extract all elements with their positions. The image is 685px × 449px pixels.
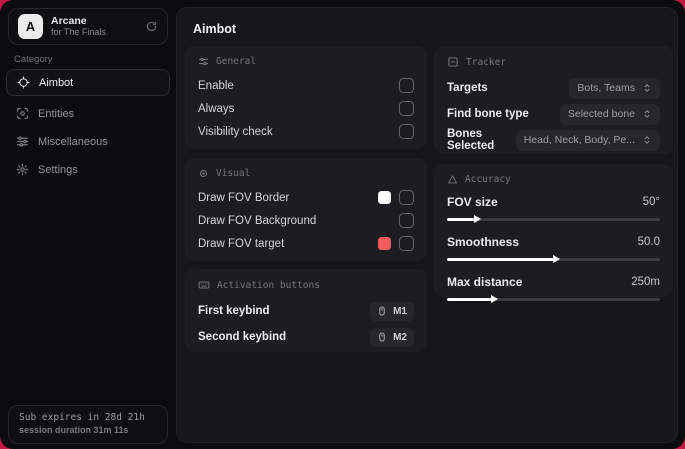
- slider-value: 50.0: [637, 235, 660, 248]
- mouse-icon: [377, 332, 387, 342]
- setting-label: Find bone type: [447, 108, 529, 120]
- chevrons-up-down-icon: [642, 109, 652, 119]
- first-keybind-button[interactable]: M1: [370, 301, 414, 321]
- setting-row-fov-border: Draw FOV Border: [198, 186, 414, 209]
- app-subtitle: for The Finals: [51, 27, 106, 38]
- setting-row-fov-target: Draw FOV target: [198, 232, 414, 255]
- tracker-card: Tracker Targets Bots, Teams Find bone ty…: [434, 46, 673, 154]
- page-title: Aimbot: [193, 22, 237, 36]
- enable-checkbox[interactable]: [399, 78, 414, 93]
- chevrons-up-down-icon: [642, 135, 652, 145]
- setting-label: Draw FOV Background: [198, 214, 317, 227]
- card-title: Tracker: [466, 56, 507, 68]
- keybind-value: M2: [393, 331, 407, 343]
- max-distance-slider[interactable]: [447, 295, 660, 303]
- tune-icon: [198, 56, 209, 67]
- category-label: Category: [14, 54, 53, 65]
- bones-selected-dropdown[interactable]: Head, Neck, Body, Pe...: [515, 129, 660, 151]
- general-card: General Enable Always Visibility check: [185, 46, 427, 149]
- setting-row-smoothness: Smoothness 50.0: [447, 232, 660, 263]
- setting-label: Enable: [198, 79, 234, 92]
- card-title: General: [216, 56, 257, 67]
- main-panel: Aimbot General Enable Always Visibili: [176, 7, 678, 443]
- targets-dropdown[interactable]: Bots, Teams: [569, 77, 660, 99]
- activation-card: Activation buttons First keybind M1 Seco…: [185, 269, 427, 352]
- smoothness-slider[interactable]: [447, 255, 660, 263]
- setting-label: Max distance: [447, 274, 523, 289]
- find-bone-type-dropdown[interactable]: Selected bone: [559, 103, 660, 125]
- setting-row-find-bone-type: Find bone type Selected bone: [447, 101, 660, 127]
- entities-scan-icon: [16, 107, 29, 120]
- accuracy-card: Accuracy FOV size 50° Smoothness 50.0: [434, 164, 673, 303]
- refresh-icon[interactable]: [145, 20, 158, 33]
- visual-card: Visual Draw FOV Border Draw FOV Backgrou…: [185, 158, 427, 261]
- visibility-check-checkbox[interactable]: [399, 124, 414, 139]
- sidebar-item-aimbot[interactable]: Aimbot: [6, 69, 170, 96]
- dropdown-value: Head, Neck, Body, Pe...: [523, 134, 635, 146]
- sliders-icon: [16, 135, 29, 148]
- frame-minus-icon: [447, 56, 459, 68]
- setting-label: Draw FOV Border: [198, 191, 290, 204]
- setting-row-targets: Targets Bots, Teams: [447, 75, 660, 101]
- sidebar-item-miscellaneous[interactable]: Miscellaneous: [6, 128, 170, 155]
- focus-icon: [198, 168, 209, 179]
- setting-row-fov-size: FOV size 50°: [447, 192, 660, 223]
- sidebar-item-label: Settings: [38, 163, 78, 176]
- setting-label: Second keybind: [198, 331, 287, 343]
- gear-icon: [16, 163, 29, 176]
- sub-expiry-text: Sub expires in 28d 21h: [19, 412, 145, 423]
- dropdown-value: Selected bone: [567, 108, 635, 120]
- fov-border-color-swatch[interactable]: [378, 191, 391, 204]
- setting-label: Visibility check: [198, 125, 273, 138]
- dropdown-value: Bots, Teams: [577, 82, 635, 94]
- sidebar-item-label: Aimbot: [39, 76, 74, 89]
- setting-row-bones-selected: Bones Selected Head, Neck, Body, Pe...: [447, 127, 660, 153]
- app-logo: A: [18, 14, 43, 39]
- setting-row-max-distance: Max distance 250m: [447, 272, 660, 303]
- setting-row-enable: Enable: [198, 74, 414, 97]
- setting-label: Bones Selected: [447, 128, 495, 152]
- setting-label: Smoothness: [447, 234, 520, 249]
- setting-row-always: Always: [198, 97, 414, 120]
- keyboard-icon: [198, 279, 210, 291]
- fov-size-slider[interactable]: [447, 215, 660, 223]
- slider-value: 50°: [642, 195, 660, 208]
- fov-border-checkbox[interactable]: [399, 190, 414, 205]
- fov-target-checkbox[interactable]: [399, 236, 414, 251]
- setting-row-visibility-check: Visibility check: [198, 120, 414, 143]
- session-duration-text: session duration 31m 11s: [19, 425, 129, 435]
- card-title: Visual: [216, 168, 251, 179]
- slider-value: 250m: [631, 275, 660, 288]
- mouse-icon: [377, 306, 387, 316]
- app-name: Arcane: [51, 15, 87, 28]
- setting-label: Targets: [447, 82, 488, 94]
- setting-label: Draw FOV target: [198, 237, 285, 250]
- sidebar: A Arcane for The Finals Category Aimbot: [0, 0, 176, 449]
- card-title: Accuracy: [465, 174, 511, 185]
- sidebar-item-settings[interactable]: Settings: [6, 156, 170, 183]
- sidebar-item-entities[interactable]: Entities: [6, 100, 170, 127]
- second-keybind-button[interactable]: M2: [370, 327, 414, 347]
- setting-label: First keybind: [198, 305, 270, 317]
- setting-row-first-keybind: First keybind M1: [198, 298, 414, 324]
- sidebar-item-label: Miscellaneous: [38, 135, 108, 148]
- fov-target-color-swatch[interactable]: [378, 237, 391, 250]
- setting-row-second-keybind: Second keybind M2: [198, 324, 414, 350]
- keybind-value: M1: [393, 305, 407, 317]
- crosshair-icon: [17, 76, 30, 89]
- subscription-info: Sub expires in 28d 21h session duration …: [8, 405, 168, 444]
- setting-row-fov-background: Draw FOV Background: [198, 209, 414, 232]
- always-checkbox[interactable]: [399, 101, 414, 116]
- fov-background-checkbox[interactable]: [399, 213, 414, 228]
- triangle-icon: [447, 174, 458, 185]
- setting-label: FOV size: [447, 194, 498, 209]
- setting-label: Always: [198, 102, 235, 115]
- chevrons-up-down-icon: [642, 83, 652, 93]
- card-title: Activation buttons: [217, 279, 320, 291]
- sidebar-item-label: Entities: [38, 107, 75, 120]
- brand-card: A Arcane for The Finals: [8, 8, 168, 45]
